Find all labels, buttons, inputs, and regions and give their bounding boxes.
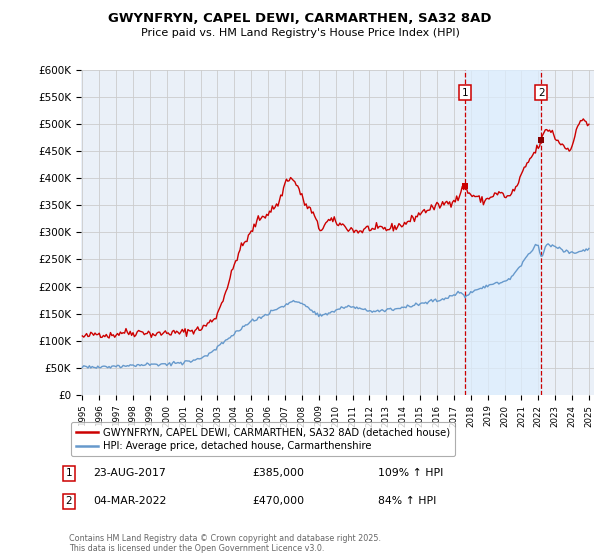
Legend: GWYNFRYN, CAPEL DEWI, CARMARTHEN, SA32 8AD (detached house), HPI: Average price,: GWYNFRYN, CAPEL DEWI, CARMARTHEN, SA32 8… xyxy=(71,422,455,456)
Text: 109% ↑ HPI: 109% ↑ HPI xyxy=(378,468,443,478)
Text: 2: 2 xyxy=(65,496,73,506)
Bar xyxy=(464,70,541,395)
Text: 2: 2 xyxy=(538,88,544,98)
Text: GWYNFRYN, CAPEL DEWI, CARMARTHEN, SA32 8AD: GWYNFRYN, CAPEL DEWI, CARMARTHEN, SA32 8… xyxy=(108,12,492,25)
Text: Contains HM Land Registry data © Crown copyright and database right 2025.
This d: Contains HM Land Registry data © Crown c… xyxy=(69,534,381,553)
Text: Price paid vs. HM Land Registry's House Price Index (HPI): Price paid vs. HM Land Registry's House … xyxy=(140,28,460,38)
Text: 1: 1 xyxy=(65,468,73,478)
Text: 1: 1 xyxy=(461,88,468,98)
Text: £385,000: £385,000 xyxy=(252,468,304,478)
Text: 04-MAR-2022: 04-MAR-2022 xyxy=(93,496,166,506)
Text: £470,000: £470,000 xyxy=(252,496,304,506)
Text: 84% ↑ HPI: 84% ↑ HPI xyxy=(378,496,436,506)
Text: 23-AUG-2017: 23-AUG-2017 xyxy=(93,468,166,478)
